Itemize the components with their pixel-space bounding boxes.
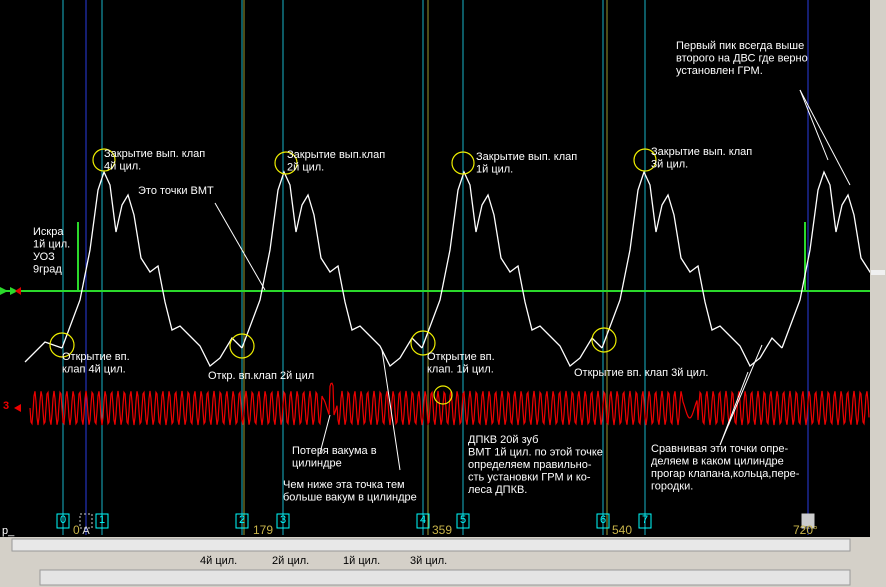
marker-label[interactable]: 4 xyxy=(420,514,426,526)
annotation-line: второго на ДВС где верно xyxy=(676,53,808,65)
annotation-line: Искра xyxy=(33,226,64,238)
annotation-line: ДПКВ 20й зуб xyxy=(468,434,538,446)
annotation-line: Закрытие вып. клап xyxy=(104,148,205,160)
tab-label[interactable]: 2й цил. xyxy=(272,555,309,567)
annotation-line: леса ДПКВ. xyxy=(468,484,527,496)
annotation-line: цилиндре xyxy=(292,458,342,470)
marker-label[interactable]: 5 xyxy=(460,514,466,526)
pressure-trace xyxy=(24,171,870,367)
bottom-track xyxy=(39,569,851,586)
cursor-box[interactable] xyxy=(801,513,815,529)
marker-label[interactable]: 3 xyxy=(280,514,286,526)
annotation-line: прогар клапана,кольца,пере- xyxy=(651,468,800,480)
annotation-line: Потеря вакума в xyxy=(292,445,377,457)
annotation-line: Закрытие вып.клап xyxy=(287,149,385,161)
annotation-line: клап 4й цил. xyxy=(62,364,126,376)
annotation-line: Откр. вп.клап 2й цил xyxy=(208,370,314,382)
annotation-line: Открытие вп. xyxy=(62,351,130,363)
scroll-thumb[interactable] xyxy=(871,270,885,275)
annotation-line: 1й цил. xyxy=(33,239,70,251)
annotation-line: Закрытие вып. клап xyxy=(476,151,577,163)
marker-box[interactable] xyxy=(235,513,249,529)
annotation-line: клап. 1й цил. xyxy=(427,364,494,376)
annotation-line: Открытие вп. клап 3й цил. xyxy=(574,367,708,379)
trigger-marker xyxy=(15,287,21,295)
status-label: р_ xyxy=(2,525,15,537)
marker-label[interactable]: 0 xyxy=(60,514,66,526)
channel-marker xyxy=(14,404,21,412)
marker-label[interactable]: 6 xyxy=(600,514,606,526)
marker-box[interactable] xyxy=(56,513,70,529)
annotation-line: установлен ГРМ. xyxy=(676,65,763,77)
annotation-line: 2й цил. xyxy=(287,162,324,174)
tab-label[interactable]: 3й цил. xyxy=(410,555,447,567)
degree-label: 720° xyxy=(793,523,818,537)
marker-box[interactable] xyxy=(596,513,610,529)
pointer-lines xyxy=(214,89,851,471)
h-scroll-track[interactable] xyxy=(11,538,851,552)
annotation-line: определяем правильно- xyxy=(468,459,592,471)
marker-box[interactable] xyxy=(95,513,109,529)
marker-label[interactable]: 2 xyxy=(239,514,245,526)
marker-box[interactable] xyxy=(276,513,290,529)
cursor-label[interactable]: A xyxy=(82,525,90,537)
annotation-line: больше вакум в цилиндре xyxy=(283,492,417,504)
annotation-line: 4й цил. xyxy=(104,161,141,173)
annotation-line: Первый пик всегда выше xyxy=(676,40,804,52)
cursor-box[interactable] xyxy=(79,513,93,529)
tab-label[interactable]: 4й цил. xyxy=(200,555,237,567)
marker-label[interactable]: 7 xyxy=(642,514,648,526)
annotation-line: Чем ниже эта точка тем xyxy=(283,479,405,491)
degree-label: 0 xyxy=(73,523,80,537)
scope-area xyxy=(0,0,870,537)
tab-label[interactable]: 1й цил. xyxy=(343,555,380,567)
zero-marker xyxy=(0,287,18,295)
marker-box[interactable] xyxy=(416,513,430,529)
annotation-line: городки. xyxy=(651,481,693,493)
annotation-line: 9град xyxy=(33,264,62,276)
marker-label[interactable]: 1 xyxy=(99,514,105,526)
annotation-line: ВМТ 1й цил. по этой точке xyxy=(468,447,603,459)
marker-box[interactable] xyxy=(638,513,652,529)
channel-label: 3 xyxy=(3,400,9,412)
cursor-lines xyxy=(62,0,809,535)
v-scrollbar[interactable] xyxy=(870,0,886,537)
annotation-line: Это точки ВМТ xyxy=(138,185,214,197)
annotation-line: Сравнивая эти точки опре- xyxy=(651,443,789,455)
degree-label: 179 xyxy=(253,523,273,537)
degree-label: 540 xyxy=(612,523,632,537)
annotation-line: Закрытие вып. клап xyxy=(651,146,752,158)
annotation-line: 3й цил. xyxy=(651,159,688,171)
annotation-line: УОЗ xyxy=(33,251,55,263)
annotation-line: деляем в каком цилиндре xyxy=(651,456,784,468)
annotation-line: сть установки ГРМ и ко- xyxy=(468,472,591,484)
annotation-line: Открытие вп. xyxy=(427,351,495,363)
highlight-circles xyxy=(49,148,657,405)
marker-box[interactable] xyxy=(456,513,470,529)
cursor-label[interactable]: B xyxy=(804,525,811,537)
degree-label: 359 xyxy=(432,523,452,537)
annotation-line: 1й цил. xyxy=(476,164,513,176)
markers: 0 1 2 3 4 5 6 7 A B 0 179 359 540 720° xyxy=(56,513,818,537)
